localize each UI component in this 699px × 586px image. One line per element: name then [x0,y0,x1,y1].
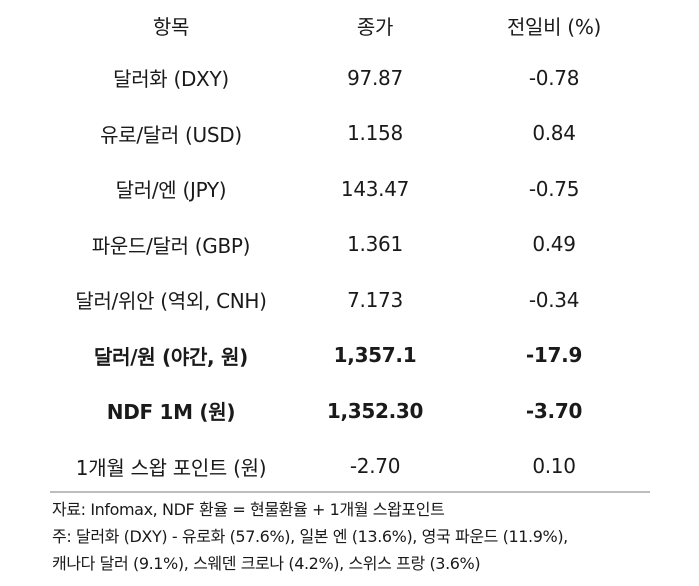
row-close: 1.361 [347,232,403,257]
row-change: 0.84 [532,121,576,146]
row-close: 1.158 [347,121,403,146]
weight-note-line2: 캐나다 달러 (9.1%), 스웨덴 크로나 (4.2%), 스위스 프랑 (3… [52,554,481,573]
table-row-highlight: NDF 1M (원) 1,352.30 -3.70 [50,383,650,439]
table-divider [50,491,650,493]
row-close: 97.87 [347,65,403,90]
table-row: 1개월 스왑 포인트 (원) -2.70 0.10 [50,439,650,495]
weight-note-line1: 주: 달러화 (DXY) - 유로화 (57.6%), 일본 엔 (13.6%)… [52,527,568,546]
row-change: -0.78 [528,65,580,90]
table-header: 항목 종가 전일비 (%) [50,0,650,50]
source-note: 자료: Infomax, NDF 환율 = 현물환율 + 1개월 스왑포인트 [52,500,445,519]
table-row: 달러/위안 (역외, CNH) 7.173 -0.34 [50,272,650,328]
row-item: 1개월 스왑 포인트 (원) [75,455,267,480]
row-change: -0.75 [528,176,580,201]
row-item: 유로/달러 (USD) [100,122,242,147]
table-row-highlight: 달러/원 (야간, 원) 1,357.1 -17.9 [50,328,650,384]
row-close: 1,357.1 [333,343,417,368]
row-item: 달러/위안 (역외, CNH) [75,289,267,314]
row-close: 143.47 [340,176,410,201]
row-close: 1,352.30 [326,398,424,423]
row-change: -3.70 [525,398,583,423]
row-close: 7.173 [347,287,403,312]
footnotes: 자료: Infomax, NDF 환율 = 현물환율 + 1개월 스왑포인트 주… [52,496,699,577]
table-row: 달러/엔 (JPY) 143.47 -0.75 [50,161,650,217]
row-item: 달러/원 (야간, 원) [94,344,248,369]
row-item: 달러/엔 (JPY) [115,178,227,203]
row-change: 0.49 [532,232,576,257]
table-row: 파운드/달러 (GBP) 1.361 0.49 [50,217,650,273]
header-close: 종가 [356,14,394,39]
table-row: 달러화 (DXY) 97.87 -0.78 [50,50,650,106]
row-item: 파운드/달러 (GBP) [91,233,251,258]
header-item: 항목 [152,14,190,39]
header-change: 전일비 (%) [506,14,602,39]
row-close: -2.70 [349,454,401,479]
row-change: 0.10 [532,454,576,479]
row-item: NDF 1M (원) [106,400,236,425]
row-change: -17.9 [525,343,583,368]
row-item: 달러화 (DXY) [113,67,229,92]
table-row: 유로/달러 (USD) 1.158 0.84 [50,106,650,162]
row-change: -0.34 [528,287,580,312]
fx-table: 항목 종가 전일비 (%) 달러화 (DXY) 97.87 -0.78 유로/달… [50,0,650,494]
